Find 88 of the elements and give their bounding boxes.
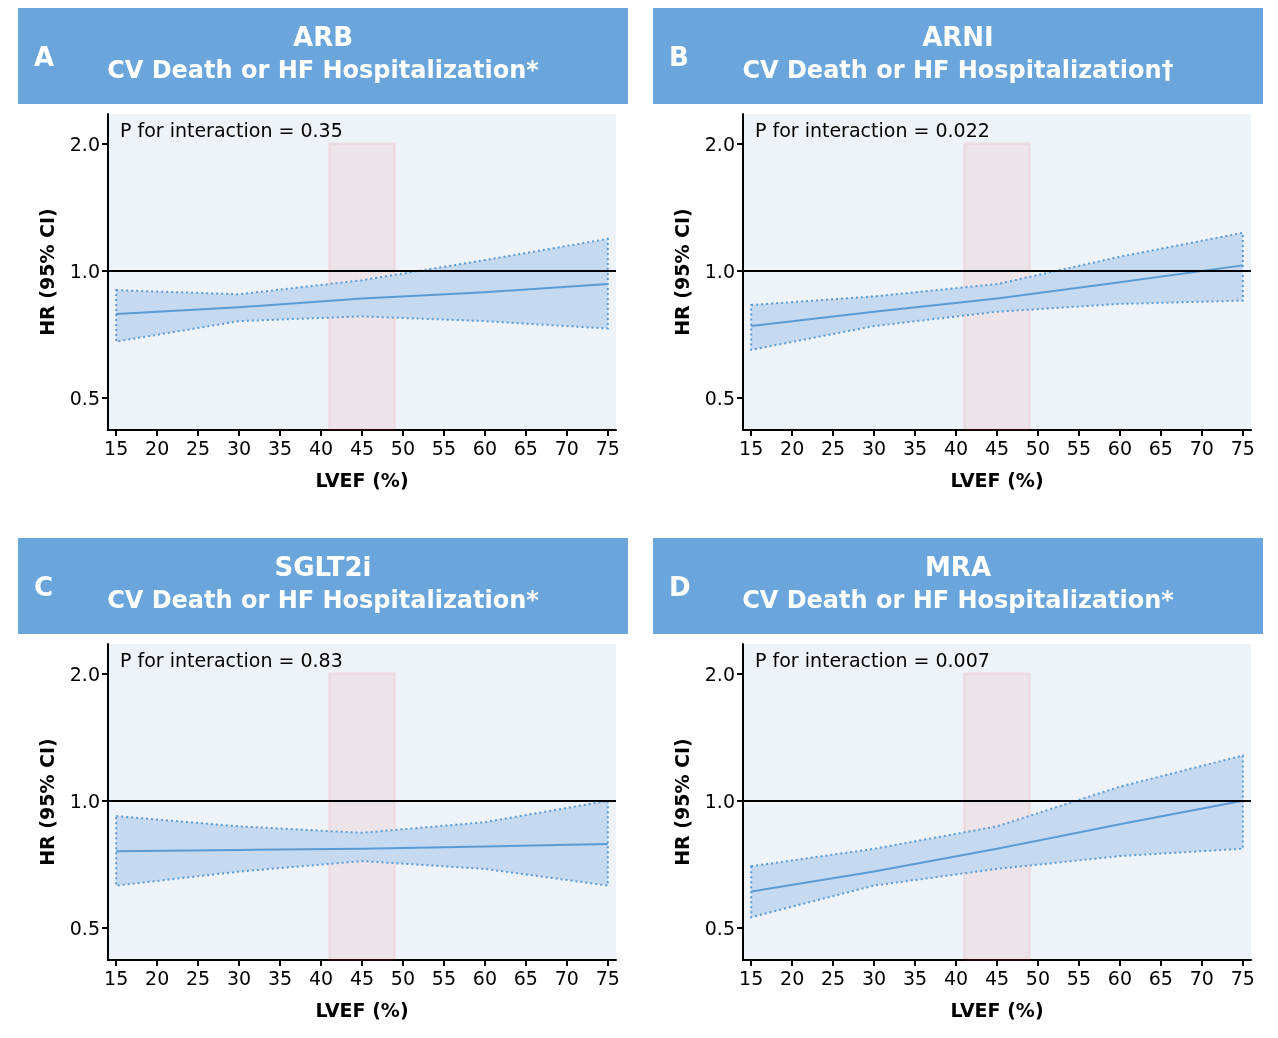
x-tick-label: 30 [227,966,252,989]
x-tick-label: 65 [1148,436,1173,459]
x-tick-label: 25 [821,966,846,989]
annotation: P for interaction = 0.007 [755,648,990,671]
x-tick-label: 35 [267,436,293,459]
x-tick-label: 20 [145,436,170,459]
x-tick-label: 50 [1025,436,1051,459]
y-tick-label: 1.0 [69,789,100,812]
x-tick-label: 75 [1230,436,1255,459]
x-axis-title: LVEF (%) [950,998,1044,1021]
chart-subtitle: CV Death or HF Hospitalization* [107,586,539,614]
y-tick-label: 1.0 [704,259,735,282]
x-tick-label: 20 [780,436,805,459]
text: A [34,42,55,72]
chart-title: ARNI [922,22,994,52]
text: D [669,572,691,602]
x-tick-label: 55 [431,966,457,989]
x-tick-label: 40 [943,436,969,459]
chart-title: ARB [293,22,353,52]
x-tick-label: 75 [1230,966,1255,989]
x-tick-label: 15 [739,436,764,459]
x-tick-label: 40 [308,436,334,459]
x-tick-label: 60 [472,966,497,989]
x-tick-label: 60 [472,436,497,459]
chart-subtitle: CV Death or HF Hospitalization† [742,56,1174,84]
x-tick-label: 60 [1107,966,1132,989]
x-axis-title: LVEF (%) [315,468,409,491]
y-axis-title: HR (95% CI) [35,738,58,866]
x-tick-label: 50 [1025,966,1051,989]
y-tick-label: 0.5 [704,917,735,939]
x-tick-label: 20 [145,966,170,989]
x-tick-label: 20 [780,966,805,989]
chart-subtitle: CV Death or HF Hospitalization* [107,56,539,84]
x-tick-label: 15 [104,436,129,459]
y-tick-label: 2.0 [69,132,100,155]
x-tick-label: 25 [186,966,211,989]
x-tick-label: 35 [902,436,928,459]
x-tick-label: 25 [186,436,211,459]
x-tick-label: 35 [902,966,928,989]
y-tick-label: 0.5 [704,387,735,409]
x-tick-label: 45 [349,436,375,459]
y-axis-title: HR (95% CI) [670,208,693,336]
y-tick-label: 0.5 [69,917,100,939]
x-tick-label: 40 [308,966,334,989]
x-tick-label: 55 [1066,966,1092,989]
annotation: P for interaction = 0.35 [120,118,343,141]
y-tick-label: 0.5 [69,387,100,409]
y-tick-label: 1.0 [704,789,735,812]
x-tick-label: 45 [984,436,1010,459]
x-tick-label: 30 [862,966,887,989]
y-tick-label: 1.0 [69,259,100,282]
annotation: P for interaction = 0.022 [755,118,990,141]
x-tick-label: 70 [1189,966,1214,989]
y-axis-title: HR (95% CI) [35,208,58,336]
text: C [34,572,54,602]
x-tick-label: 70 [1189,436,1214,459]
chart-subtitle: CV Death or HF Hospitalization* [742,586,1174,614]
x-tick-label: 35 [267,966,293,989]
x-tick-label: 55 [1066,436,1092,459]
x-tick-label: 75 [595,966,620,989]
y-tick-label: 2.0 [704,132,735,155]
annotation: P for interaction = 0.83 [120,648,343,671]
x-tick-label: 30 [862,436,887,459]
x-tick-label: 15 [739,966,764,989]
y-axis-title: HR (95% CI) [670,738,693,866]
x-tick-label: 60 [1107,436,1132,459]
x-tick-label: 25 [821,436,846,459]
x-tick-label: 45 [984,966,1010,989]
x-tick-label: 30 [227,436,252,459]
x-tick-label: 65 [1148,966,1173,989]
x-axis-title: LVEF (%) [950,468,1044,491]
x-tick-label: 70 [554,436,579,459]
x-tick-label: 55 [431,436,457,459]
y-tick-label: 2.0 [69,662,100,685]
chart-title: SGLT2i [274,552,372,582]
x-tick-label: 15 [104,966,129,989]
y-tick-label: 2.0 [704,662,735,685]
x-tick-label: 45 [349,966,375,989]
x-tick-label: 75 [595,436,620,459]
text: B [669,42,689,72]
x-tick-label: 40 [943,966,969,989]
x-tick-label: 70 [554,966,579,989]
x-tick-label: 50 [390,436,416,459]
x-tick-label: 50 [390,966,416,989]
x-tick-label: 65 [513,966,538,989]
x-tick-label: 65 [513,436,538,459]
chart-title: MRA [924,552,991,582]
x-axis-title: LVEF (%) [315,998,409,1021]
